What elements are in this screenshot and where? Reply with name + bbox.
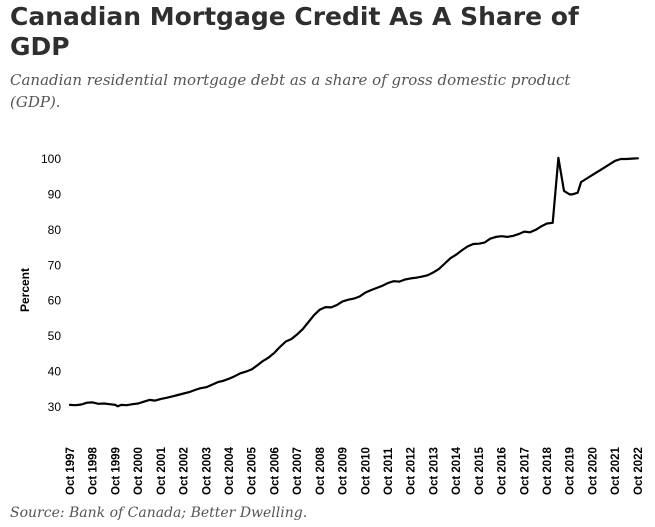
x-tick-label: Oct 2014 [451, 446, 463, 495]
y-tick-label: 60 [48, 294, 62, 308]
y-axis-label: Percent [18, 268, 32, 312]
y-tick-label: 70 [48, 258, 62, 272]
x-tick-label: Oct 2011 [383, 447, 395, 495]
series-group [68, 156, 640, 408]
y-tick-label: 90 [48, 187, 62, 201]
x-tick-label: Oct 2017 [519, 447, 531, 495]
x-tick-label: Oct 2000 [133, 447, 145, 495]
x-tick-label: Oct 2021 [610, 446, 622, 495]
x-axis: Oct 1997 Oct 1998 Oct 1999 Oct 2000 Oct 2001… [65, 446, 645, 495]
x-tick-label: Oct 2020 [587, 447, 599, 495]
chart-title: Canadian Mortgage Credit As A Share of G… [10, 2, 579, 61]
x-tick-label: Oct 2001 [156, 446, 168, 495]
y-tick-label: 30 [48, 400, 62, 414]
x-tick-label: Oct 2010 [360, 447, 372, 495]
x-tick-label: Oct 2002 [179, 447, 191, 495]
x-tick-label: Oct 2022 [633, 447, 645, 495]
x-tick-label: Oct 2019 [565, 447, 577, 495]
y-tick-label: 50 [48, 329, 62, 343]
series-line [68, 156, 640, 408]
x-tick-label: Oct 1999 [110, 447, 122, 495]
y-tick-label: 100 [41, 152, 61, 166]
x-tick-label: Oct 2005 [247, 446, 259, 495]
x-tick-label: Oct 2018 [542, 446, 554, 495]
x-tick-label: Oct 2006 [269, 447, 281, 495]
chart-subtitle: Canadian residential mortgage debt as a … [10, 71, 571, 111]
x-tick-label: Oct 2016 [497, 447, 509, 495]
x-tick-label: Oct 2013 [428, 447, 440, 495]
x-tick-label: Oct 2004 [224, 446, 236, 495]
y-axis: 30 40 50 60 70 80 90 100 [41, 152, 61, 414]
x-tick-label: Oct 1998 [88, 446, 100, 495]
x-tick-label: Oct 2015 [474, 446, 486, 495]
x-tick-label: Oct 2009 [338, 447, 350, 495]
y-tick-label: 40 [48, 365, 62, 379]
y-tick-label: 80 [48, 223, 62, 237]
source-note: Source: Bank of Canada; Better Dwelling. [10, 505, 308, 521]
x-tick-label: Oct 2012 [406, 447, 418, 495]
x-tick-label: Oct 2007 [292, 447, 304, 495]
x-tick-label: Oct 1997 [65, 447, 77, 495]
x-tick-label: Oct 2008 [315, 446, 327, 495]
x-tick-label: Oct 2003 [201, 447, 213, 495]
